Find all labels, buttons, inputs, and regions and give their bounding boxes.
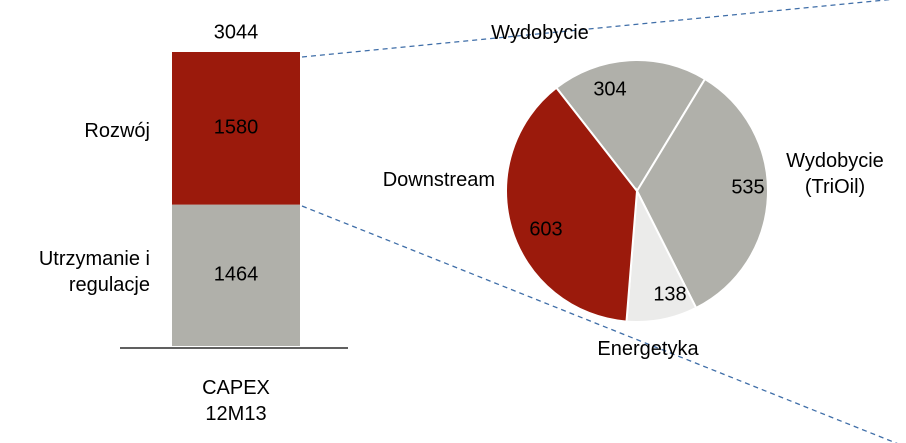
slice-label: Downstream — [382, 169, 495, 191]
data-label: 603 — [529, 218, 562, 240]
data-label: 138 — [653, 283, 686, 305]
slice-label: Energetyka — [597, 338, 699, 360]
pie-slice — [635, 77, 769, 310]
data-label: 535 — [731, 176, 764, 198]
pie-slice — [554, 59, 707, 193]
connector — [301, 0, 893, 58]
total-label: 3044 — [214, 21, 259, 43]
connector — [301, 205, 898, 443]
category-label: CAPEX 12M13 — [202, 377, 270, 425]
slice-label: Wydobycie — [491, 22, 589, 44]
series-label: Utrzymanie i regulacje — [38, 248, 150, 296]
data-label: 304 — [593, 78, 626, 100]
data-label: 1580 — [214, 117, 259, 139]
bar-segment — [172, 52, 300, 205]
slice-label: Wydobycie (TriOil) — [786, 150, 884, 198]
bar-segment — [172, 204, 300, 346]
data-label: 1464 — [214, 264, 259, 286]
pie-slice — [505, 86, 639, 323]
series-label: Rozwój — [84, 120, 150, 142]
